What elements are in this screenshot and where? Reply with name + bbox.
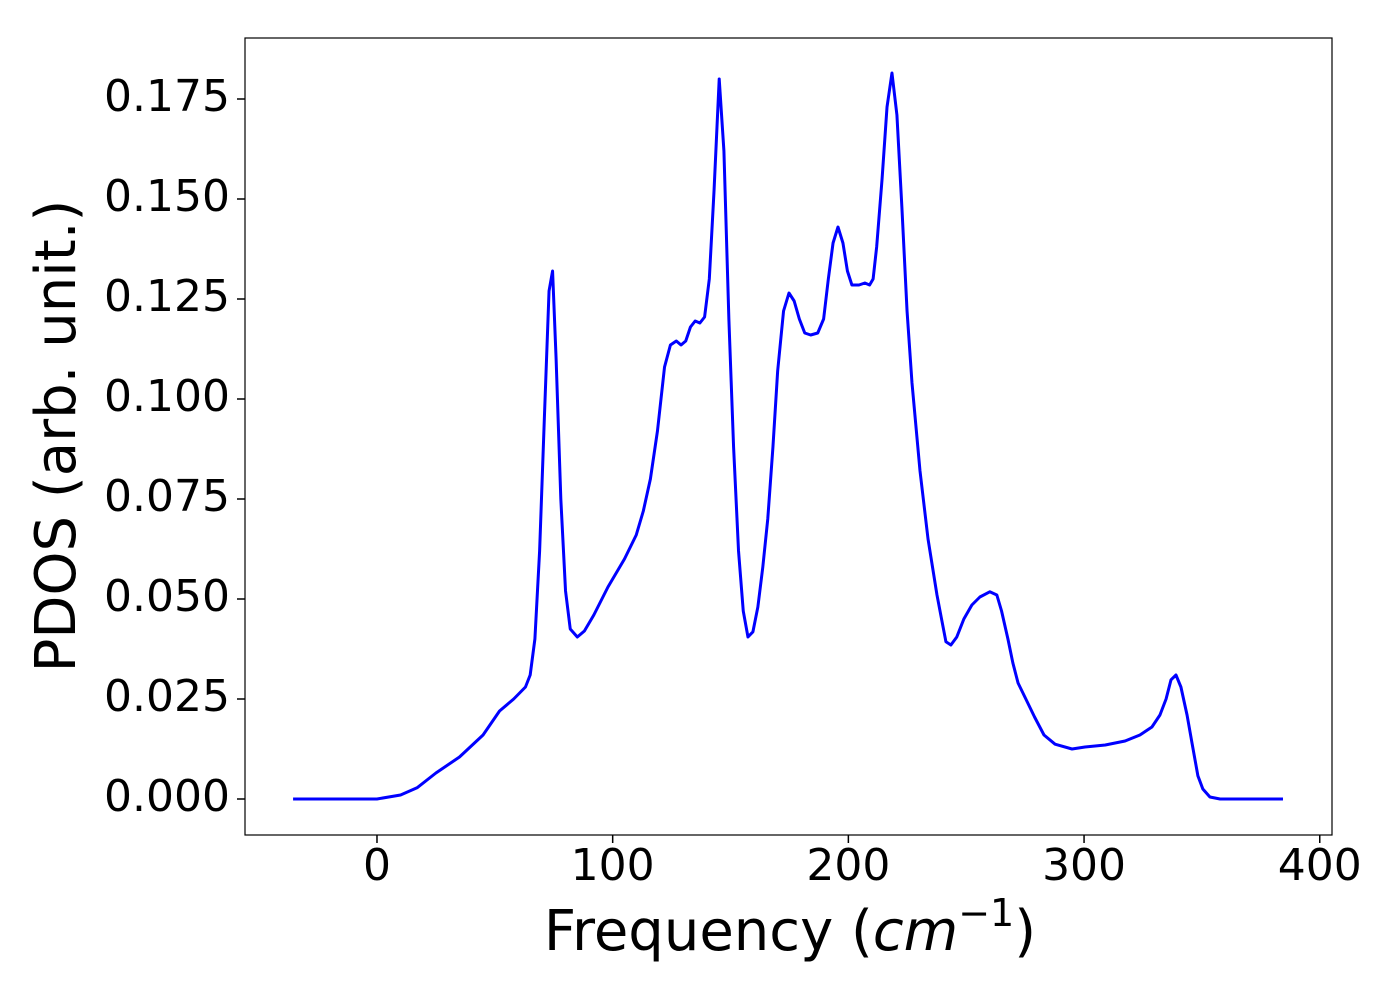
x-label-exponent: −1 — [958, 891, 1014, 935]
x-tick-label: 200 — [806, 840, 890, 891]
y-tick-label: 0.000 — [104, 771, 230, 822]
y-axis-label: PDOS (arb. unit.) — [24, 200, 89, 673]
y-tick-label: 0.075 — [104, 471, 230, 522]
y-tick-label: 0.125 — [104, 271, 230, 322]
y-tick-label: 0.100 — [104, 371, 230, 422]
y-tick-label: 0.175 — [104, 71, 230, 122]
y-tick-label: 0.150 — [104, 171, 230, 222]
x-tick-label: 400 — [1278, 840, 1362, 891]
x-axis-label: Frequency (cm−1) — [544, 891, 1036, 965]
x-tick-label: 0 — [363, 840, 391, 891]
x-label-unit: cm — [873, 899, 958, 964]
x-tick-label: 300 — [1042, 840, 1126, 891]
x-label-suffix: ) — [1014, 899, 1036, 964]
y-tick-label: 0.050 — [104, 571, 230, 622]
plot-frame — [244, 37, 1333, 836]
pdos-line — [293, 71, 1283, 801]
y-tick-label: 0.025 — [104, 671, 230, 722]
x-tick-label: 100 — [571, 840, 655, 891]
x-label-prefix: Frequency ( — [544, 899, 873, 964]
